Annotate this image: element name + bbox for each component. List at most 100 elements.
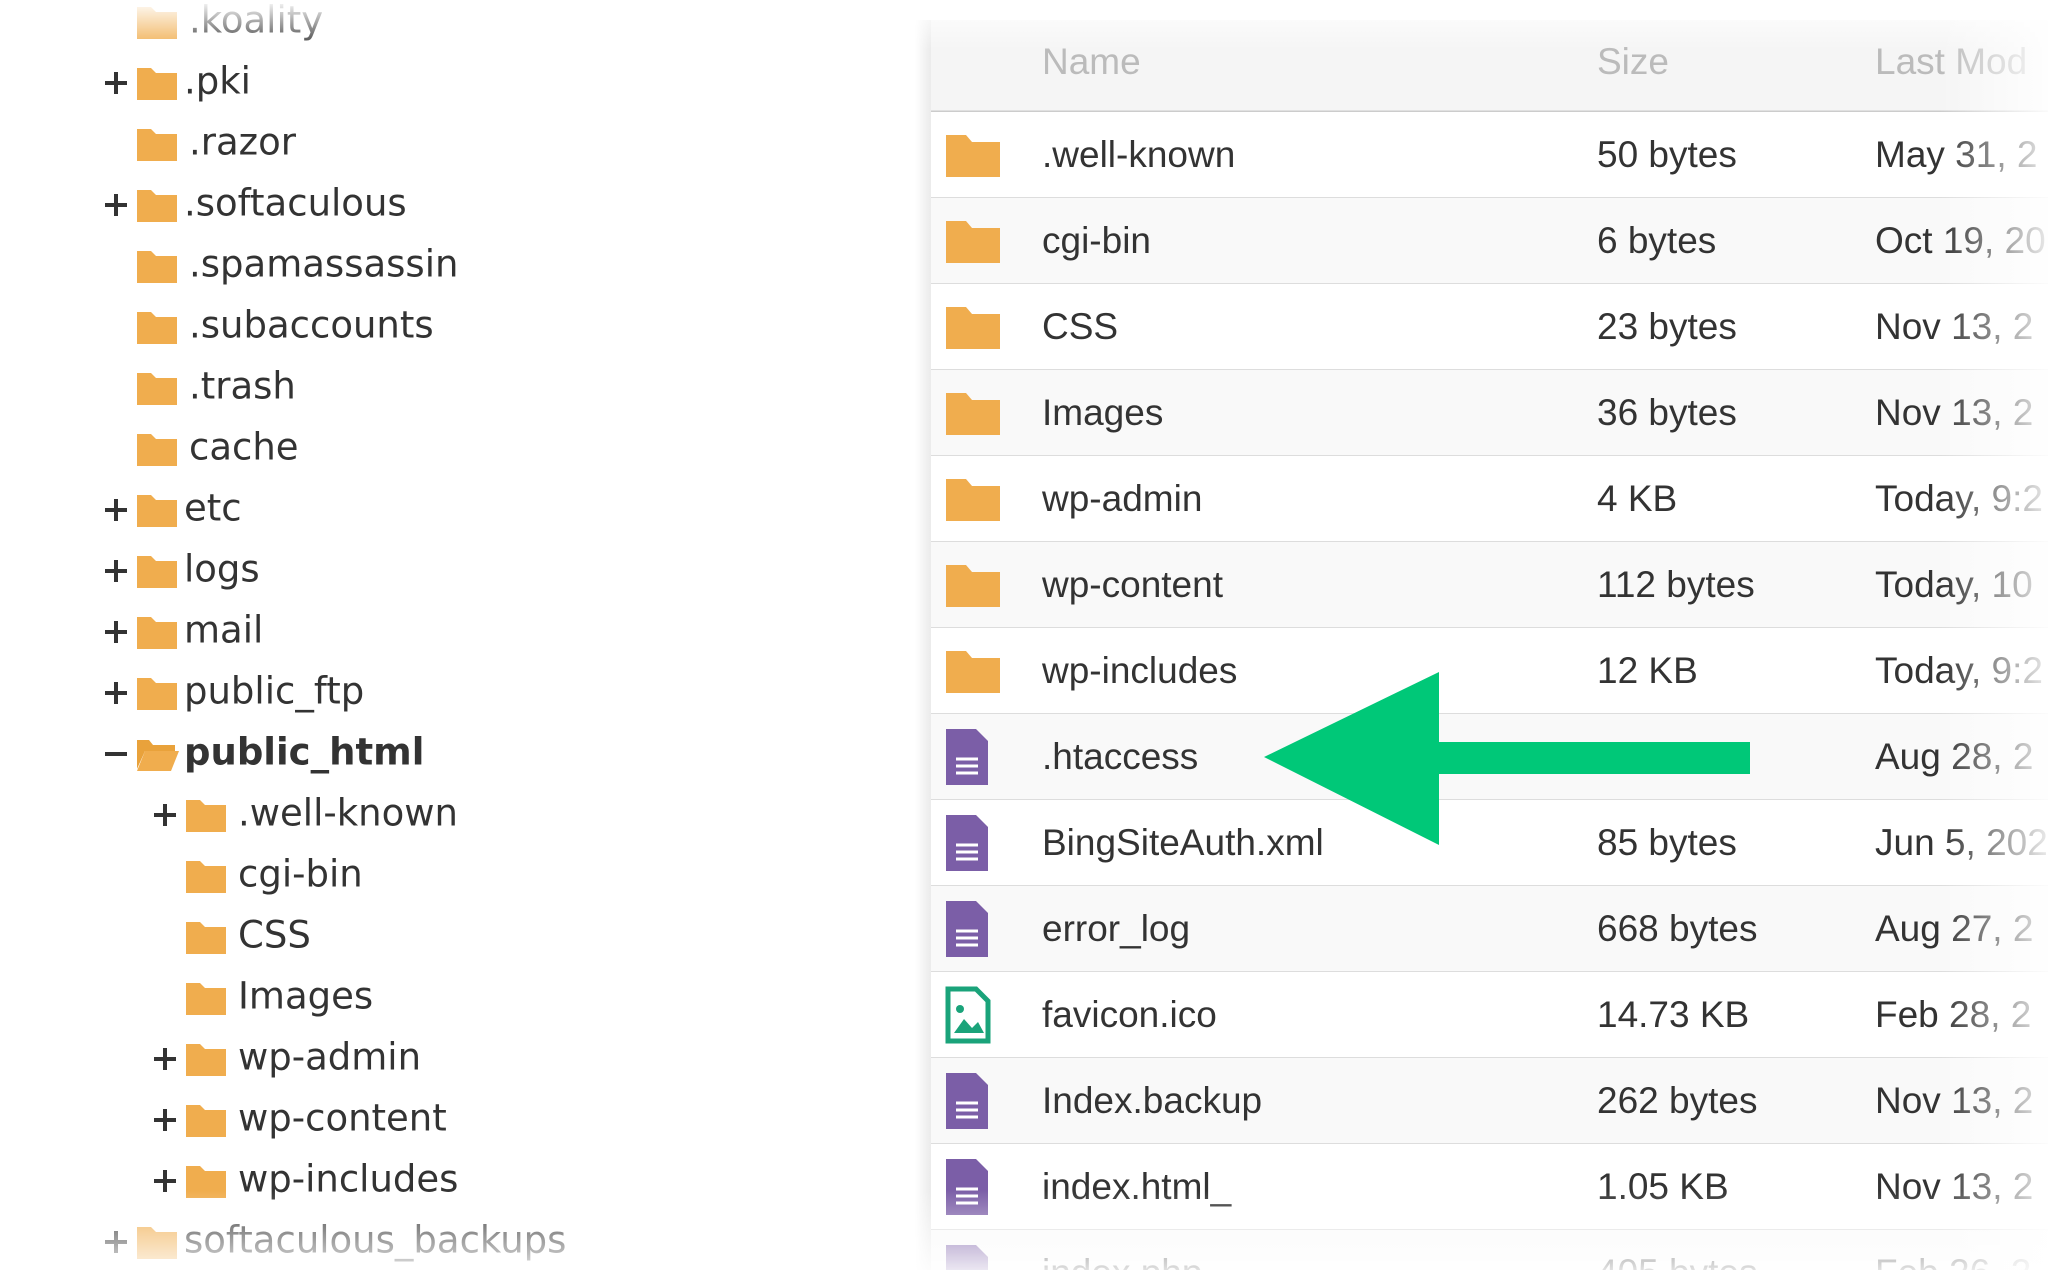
file-icon <box>946 729 988 785</box>
cell-name: favicon.ico <box>1042 994 1217 1035</box>
folder-icon <box>137 312 177 344</box>
row-bg <box>931 542 2048 628</box>
cell-size: 50 bytes <box>1597 134 1737 175</box>
folder-icon <box>137 251 177 283</box>
tree-item: public_ftp <box>105 670 364 713</box>
cell-size: 23 bytes <box>1597 306 1737 347</box>
fade-top <box>0 0 2048 50</box>
cell-size: 36 bytes <box>1597 392 1737 433</box>
cell-size: 85 bytes <box>1597 822 1737 863</box>
folder-icon <box>186 800 226 832</box>
tree-item: cgi-bin <box>186 853 363 896</box>
folder-icon <box>946 479 1000 521</box>
arrow <box>1264 672 1750 845</box>
row-bg <box>931 198 2048 284</box>
tree-label: .razor <box>189 121 297 164</box>
tree-label: CSS <box>238 914 311 957</box>
file-icon <box>946 815 988 871</box>
tree-label: .trash <box>189 365 296 408</box>
file-icon <box>946 1073 988 1129</box>
tree-label: .softaculous <box>184 182 407 225</box>
row-bg <box>931 284 2048 370</box>
tree-item: .razor <box>137 121 297 164</box>
cell-size: 112 bytes <box>1597 564 1755 605</box>
tree-label: .pki <box>184 60 251 103</box>
cell-name: .htaccess <box>1042 736 1198 777</box>
folder-icon <box>186 861 226 893</box>
folder-icon <box>137 373 177 405</box>
row-bg <box>931 972 2048 1058</box>
folder-icon <box>137 617 177 649</box>
folder-icon <box>137 190 177 222</box>
folder-icon <box>946 393 1000 435</box>
folder-tree: .koality.pki.razor.softaculous.spamassas… <box>105 0 566 1262</box>
cell-size: 12 KB <box>1597 650 1698 691</box>
tree-label: logs <box>184 548 260 591</box>
tree-item: public_html <box>105 731 424 774</box>
tree-label: wp-content <box>238 1097 447 1140</box>
tree-item: .subaccounts <box>137 304 434 347</box>
row-bg <box>931 886 2048 972</box>
tree-item: logs <box>105 548 260 591</box>
cell-name: .well-known <box>1042 134 1235 175</box>
folder-icon <box>137 740 175 769</box>
folder-icon <box>946 135 1000 177</box>
tree-item: cache <box>137 426 299 469</box>
tree-item: wp-content <box>154 1097 447 1140</box>
folder-icon <box>946 221 1000 263</box>
cell-size: 262 bytes <box>1597 1080 1757 1121</box>
fade-bottom <box>0 1190 2048 1270</box>
tree-label: .spamassassin <box>189 243 458 286</box>
row-bg <box>931 370 2048 456</box>
folder-icon <box>946 565 1000 607</box>
tree-item: wp-admin <box>154 1036 421 1079</box>
cell-name: wp-admin <box>1041 478 1202 519</box>
folder-icon <box>186 922 226 954</box>
folder-icon <box>946 307 1000 349</box>
tree-label: public_ftp <box>184 670 364 713</box>
folder-icon <box>186 1044 226 1076</box>
tree-item: .spamassassin <box>137 243 458 286</box>
tree-item: mail <box>105 609 263 652</box>
cell-name: wp-content <box>1041 564 1224 605</box>
tree-item: .trash <box>137 365 296 408</box>
row-bg <box>931 112 2048 198</box>
folder-icon <box>946 651 1000 693</box>
tree-label: public_html <box>184 731 424 774</box>
folder-icon <box>137 129 177 161</box>
tree-label: .well-known <box>238 792 458 835</box>
cell-name: Index.backup <box>1042 1080 1262 1121</box>
row-bg <box>931 456 2048 542</box>
tree-label: mail <box>184 609 263 652</box>
folder-icon <box>137 68 177 100</box>
cell-name: BingSiteAuth.xml <box>1042 822 1324 863</box>
cell-name: error_log <box>1042 908 1190 949</box>
tree-item: .well-known <box>154 792 458 835</box>
cell-size: 668 bytes <box>1597 908 1757 949</box>
cell-name: cgi-bin <box>1042 220 1151 261</box>
panel-shadow <box>915 20 931 1270</box>
folder-icon <box>137 751 179 771</box>
row-bg <box>931 628 2048 714</box>
folder-icon <box>137 556 177 588</box>
fade-right <box>1940 0 2048 1270</box>
folder-icon <box>186 983 226 1015</box>
folder-icon <box>137 678 177 710</box>
cell-name: wp-includes <box>1041 650 1237 691</box>
file-icon <box>946 901 988 957</box>
folder-icon <box>137 434 177 466</box>
folder-icon <box>137 495 177 527</box>
tree-item: .softaculous <box>105 182 407 225</box>
